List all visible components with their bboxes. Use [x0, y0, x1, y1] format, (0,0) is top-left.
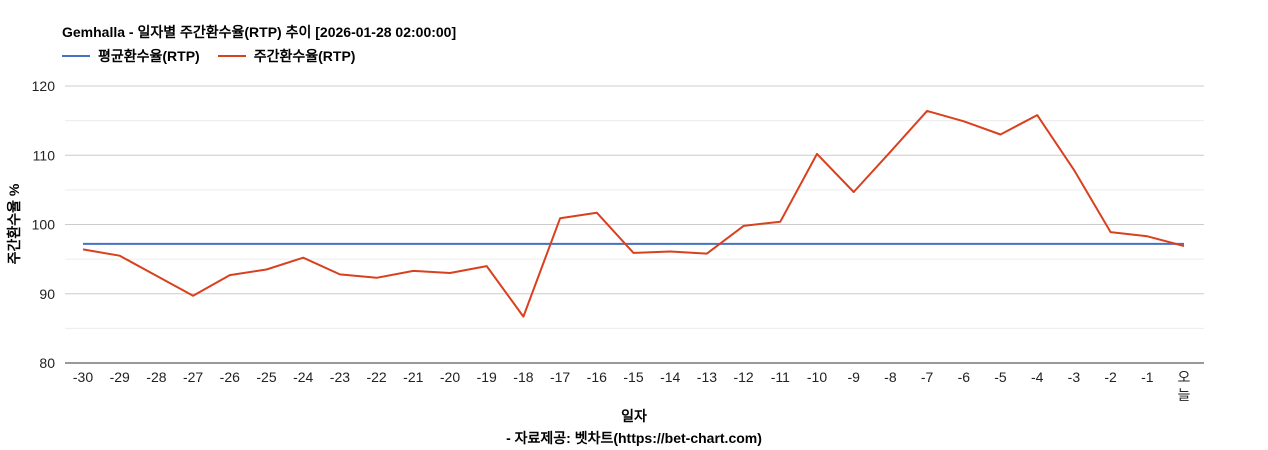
legend-item-average[interactable]: 평균환수율(RTP): [62, 46, 200, 66]
x-tick-label: -13: [697, 369, 717, 385]
y-tick-label: 90: [39, 286, 55, 302]
weekly-rtp-line: [82, 109, 1185, 318]
y-tick-label: 120: [32, 78, 56, 94]
data-source-note: - 자료제공: 벳차트(https://bet-chart.com): [506, 430, 762, 446]
x-tick-label: -11: [771, 369, 790, 385]
x-tick-label: -22: [366, 369, 386, 385]
x-tick-label: -19: [477, 369, 497, 385]
x-tick-label: -25: [256, 369, 276, 385]
x-tick-label: -6: [958, 369, 971, 385]
legend-swatch-average: [62, 55, 90, 57]
y-tick-label: 100: [32, 217, 56, 233]
y-tick-label: 80: [39, 355, 55, 371]
x-tick-label: -4: [1031, 369, 1044, 385]
x-tick-label: -7: [921, 369, 934, 385]
x-tick-label: 늘: [1178, 387, 1191, 403]
y-axis-label: 주간환수율 %: [6, 183, 22, 265]
x-tick-label: -24: [293, 369, 313, 385]
x-tick-label: -1: [1141, 369, 1154, 385]
x-tick-label: -29: [110, 369, 130, 385]
legend-label-weekly: 주간환수율(RTP): [253, 48, 356, 64]
x-tick-label: -17: [550, 369, 570, 385]
x-tick-label: -16: [587, 369, 607, 385]
x-tick-label: -8: [884, 369, 897, 385]
legend-label-average: 평균환수율(RTP): [98, 48, 200, 64]
legend-swatch-weekly: [217, 55, 246, 57]
x-tick-label: -14: [660, 369, 680, 385]
x-tick-label: -18: [513, 369, 533, 385]
chart-legend: 평균환수율(RTP) 주간환수율(RTP): [62, 46, 373, 66]
x-tick-label: -20: [440, 369, 460, 385]
x-tick-label: -27: [183, 369, 203, 385]
x-tick-label: -10: [807, 369, 827, 385]
x-tick-label: -3: [1068, 369, 1081, 385]
x-tick-label: -15: [623, 369, 643, 385]
x-tick-label: -28: [146, 369, 166, 385]
x-tick-label: -5: [994, 369, 1007, 385]
x-tick-label: -21: [403, 369, 423, 385]
chart-title: Gemhalla - 일자별 주간환수율(RTP) 추이 [2026-01-28…: [62, 24, 457, 40]
x-tick-label: -23: [330, 369, 350, 385]
x-axis-label: 일자: [621, 408, 647, 424]
y-tick-label: 110: [33, 147, 56, 163]
x-tick-label: -9: [847, 369, 860, 385]
x-tick-label: -2: [1104, 369, 1117, 385]
x-tick-label: -26: [220, 369, 240, 385]
x-tick-label: -12: [733, 369, 753, 385]
legend-item-weekly[interactable]: 주간환수율(RTP): [217, 46, 356, 66]
x-tick-label: -30: [73, 369, 93, 385]
x-tick-label: 오: [1178, 369, 1191, 385]
